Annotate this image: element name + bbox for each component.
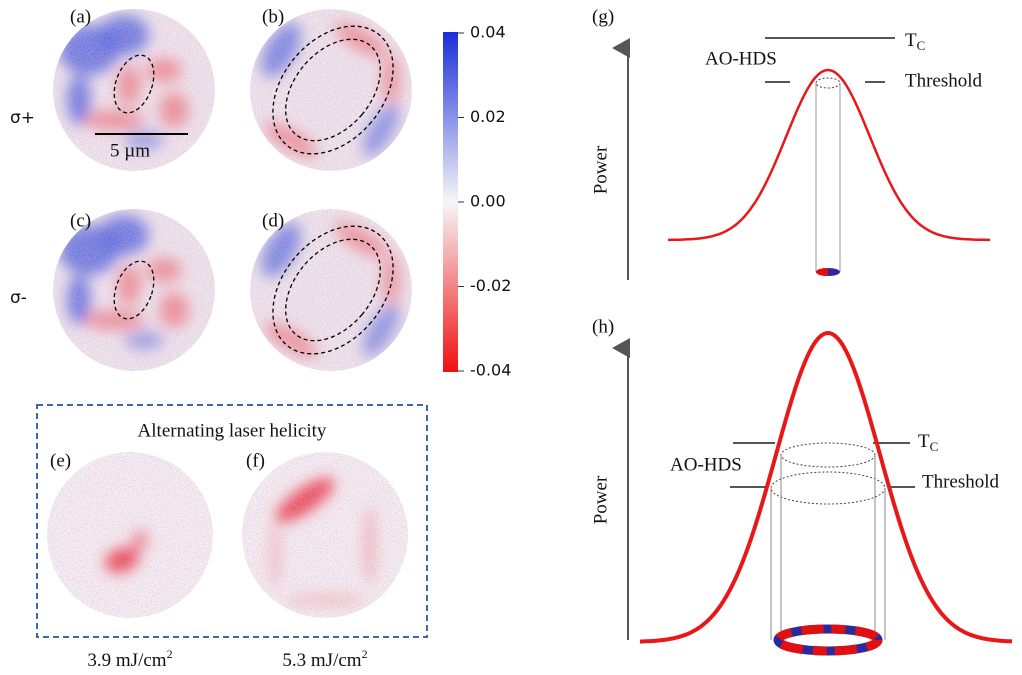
micrograph — [47, 452, 213, 618]
noise — [47, 452, 213, 618]
dashed-contour — [272, 225, 394, 355]
cylinder-edges — [770, 455, 886, 640]
colorbar-label: 0.00 — [470, 192, 506, 211]
colorbar-label: -0.02 — [470, 276, 511, 295]
cylinder — [770, 471, 886, 505]
micrograph — [250, 209, 412, 371]
curves — [639, 68, 1013, 644]
aohds-label: AO-HDS — [670, 454, 742, 475]
panel-label: (b) — [262, 6, 284, 27]
profile-curve — [668, 68, 990, 242]
panel-label: (a) — [70, 6, 91, 27]
scale-label: 5 µm — [110, 140, 150, 161]
colorbar — [443, 32, 458, 372]
fluence: 5.3 mJ/cm2 — [282, 647, 367, 672]
panel-label: (c) — [70, 210, 91, 231]
ring — [773, 624, 883, 656]
panel-label: (d) — [262, 210, 284, 231]
dashed-contour — [272, 25, 394, 155]
row-label: σ- — [10, 288, 27, 308]
micrograph — [250, 9, 412, 171]
disc — [816, 268, 828, 276]
noise — [53, 9, 215, 171]
box-title: Alternating laser helicity — [138, 420, 327, 441]
dashed-contour — [113, 54, 155, 114]
micrograph — [242, 452, 408, 618]
panel-label: (e) — [50, 450, 71, 471]
aohds-label: AO-HDS — [705, 48, 777, 69]
box — [36, 404, 428, 638]
dashed-contour — [285, 238, 381, 342]
dashed-contour — [113, 260, 155, 320]
noise — [250, 9, 412, 171]
noise — [250, 209, 412, 371]
profile-curve — [639, 330, 1013, 644]
axis-label: Power — [590, 145, 611, 194]
dashed-contour — [285, 38, 381, 142]
panel-label: (h) — [592, 316, 614, 337]
tc-label: TC — [918, 431, 938, 454]
colorbar-ticks: 0.04 0.02 0.00 -0.02 -0.04 — [458, 23, 511, 380]
axis-label: Power — [590, 475, 611, 524]
colorbar-label: -0.04 — [470, 361, 511, 380]
noise — [53, 209, 215, 371]
threshold-label: Threshold — [922, 471, 1000, 492]
images — [47, 9, 412, 618]
cylinder — [780, 442, 876, 468]
panel-label: (g) — [592, 6, 614, 27]
fluence: 3.9 mJ/cm2 — [87, 647, 172, 672]
noise — [242, 452, 408, 618]
micrograph — [53, 209, 215, 371]
colorbar-label: 0.04 — [470, 23, 506, 42]
row-label: σ+ — [10, 108, 35, 128]
panel-label: (f) — [246, 450, 265, 471]
cylinder — [815, 77, 841, 89]
tc-label: TC — [905, 30, 925, 53]
colorbar-label: 0.02 — [470, 107, 506, 126]
threshold-label: Threshold — [905, 70, 983, 91]
